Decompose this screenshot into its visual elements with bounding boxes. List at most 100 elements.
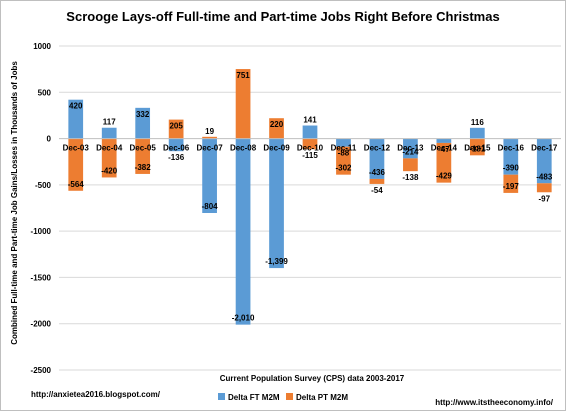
bar-pt <box>302 138 318 150</box>
data-label-ft: 117 <box>103 118 116 127</box>
x-axis-title: Current Population Survey (CPS) data 200… <box>220 374 405 383</box>
bar-pt <box>101 138 117 178</box>
data-label-pt: 751 <box>236 71 250 80</box>
bar-pt <box>503 174 519 193</box>
data-label-ft: -2,010 <box>232 314 255 323</box>
x-category-label: Dec-17 <box>531 144 558 153</box>
x-category-label: Dec-14 <box>431 144 458 153</box>
data-label-ft: -804 <box>202 202 219 211</box>
bar-pt <box>68 138 84 191</box>
x-category-label: Dec-13 <box>397 144 424 153</box>
legend: Delta FT M2M Delta PT M2M <box>218 393 348 402</box>
x-category-label: Dec-12 <box>364 144 391 153</box>
bar-ft <box>336 138 351 147</box>
legend-label-ft: Delta FT M2M <box>228 393 280 402</box>
y-tick-label: -2500 <box>31 366 52 375</box>
bar-ft <box>369 138 385 179</box>
bar-ft <box>436 138 452 143</box>
bar-pt <box>269 118 284 139</box>
data-label-ft: -136 <box>168 153 185 162</box>
footer-left-url: http://anxietea2016.blogspot.com/ <box>31 390 161 399</box>
data-label-ft: -214 <box>402 147 419 156</box>
x-category-label: Dec-08 <box>230 144 257 153</box>
data-label-ft: -436 <box>369 168 386 177</box>
bar-pt <box>336 146 351 175</box>
bar-pt <box>403 158 418 172</box>
y-axis-title: Combined Full-time and Part-time Job Gai… <box>10 61 19 345</box>
data-label-pt: -564 <box>68 180 85 189</box>
y-axis-ticks: 1000 500 0 -500 -1000 -1500 -2000 -2500 <box>31 42 52 375</box>
y-tick-label: -2000 <box>31 320 52 329</box>
bar-pt <box>369 178 385 184</box>
x-category-label: Dec-15 <box>464 144 491 153</box>
bar-ft <box>302 125 318 139</box>
y-tick-label: 500 <box>38 88 52 97</box>
bar-ft <box>101 127 117 139</box>
data-label-pt: 19 <box>205 127 214 136</box>
bar-pt <box>168 119 184 139</box>
y-tick-label: -500 <box>35 181 52 190</box>
x-category-label: Dec-06 <box>163 144 190 153</box>
data-label-pt: -115 <box>302 151 318 160</box>
y-tick-label: 1000 <box>33 42 51 51</box>
bar-pt <box>135 138 151 174</box>
bar-ft <box>269 138 284 269</box>
y-tick-label: 0 <box>47 135 52 144</box>
legend-swatch-ft <box>218 393 225 400</box>
bar-ft <box>135 107 151 139</box>
legend-label-pt: Delta PT M2M <box>296 393 348 402</box>
bar-ft <box>168 138 184 152</box>
data-label-pt: 205 <box>169 122 183 131</box>
bar-ft <box>503 138 519 175</box>
bar-pt <box>469 138 485 156</box>
chart-title: Scrooge Lays-off Full-time and Part-time… <box>66 9 499 24</box>
data-label-pt: 220 <box>270 120 284 129</box>
bar-ft <box>202 138 217 213</box>
data-labels: 420 -564 117 -420 332 -382 -136 205 -804 19 -2,010… <box>68 71 553 323</box>
x-category-label: Dec-03 <box>63 144 90 153</box>
y-tick-label: -1000 <box>31 227 52 236</box>
data-label-pt: -420 <box>101 166 118 175</box>
data-label-ft: 116 <box>471 118 484 127</box>
data-label-pt: -197 <box>503 182 520 191</box>
data-label-ft: 141 <box>303 116 317 125</box>
bar-pt <box>436 142 452 183</box>
data-label-pt: -181 <box>469 144 486 153</box>
x-category-label: Dec-04 <box>96 144 123 153</box>
x-category-label: Dec-16 <box>498 144 525 153</box>
data-label-ft: 332 <box>136 110 150 119</box>
data-label-ft: -390 <box>503 164 520 173</box>
bar-pt <box>202 136 217 139</box>
x-category-label: Dec-10 <box>297 144 324 153</box>
bar-pt <box>536 183 552 193</box>
data-label-ft: -1,399 <box>265 257 288 266</box>
bars <box>68 69 552 325</box>
footer-right-url: http://www.itstheeconomy.info/ <box>435 398 554 407</box>
legend-swatch-pt <box>286 393 293 400</box>
y-tick-label: -1500 <box>31 273 52 282</box>
x-category-label: Dec-07 <box>196 144 223 153</box>
data-label-pt: -302 <box>335 164 352 173</box>
category-labels: Dec-03 Dec-04 Dec-05 Dec-06 Dec-07 Dec-08 Dec-… <box>63 144 558 153</box>
data-label-pt: -382 <box>135 163 152 172</box>
data-label-ft: -88 <box>338 149 350 158</box>
data-label-pt: -97 <box>538 194 550 203</box>
x-category-label: Dec-11 <box>331 144 357 153</box>
data-label-ft: -47 <box>438 145 450 154</box>
data-label-pt: -138 <box>402 173 419 182</box>
data-label-ft: -483 <box>536 172 553 181</box>
bar-ft <box>235 138 251 325</box>
data-label-pt: -54 <box>371 186 383 195</box>
bar-ft <box>68 99 84 139</box>
data-label-ft: 420 <box>69 102 83 111</box>
x-category-label: Dec-09 <box>263 144 290 153</box>
x-category-label: Dec-05 <box>130 144 157 153</box>
data-label-pt: -429 <box>436 172 453 181</box>
gridlines <box>59 45 561 371</box>
bar-ft <box>469 127 485 139</box>
bar-ft <box>403 138 418 159</box>
bar-ft <box>536 138 552 184</box>
bar-pt <box>235 69 251 139</box>
